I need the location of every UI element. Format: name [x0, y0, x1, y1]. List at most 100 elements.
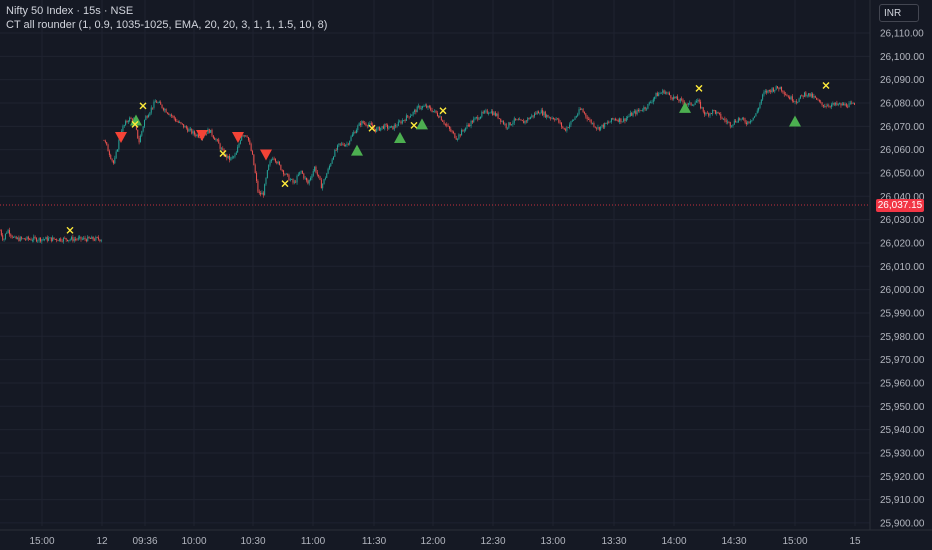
- chart-legend: Nifty 50 Index · 15s · NSE CT all rounde…: [6, 4, 327, 32]
- time-tick-label: 15:00: [29, 536, 54, 547]
- candle-body: [708, 113, 710, 116]
- candle-body: [512, 122, 514, 125]
- candle-body: [704, 111, 706, 115]
- candle-body: [693, 104, 695, 106]
- candle-body: [772, 88, 774, 92]
- candle-body: [440, 116, 442, 121]
- candle-body: [656, 92, 658, 97]
- price-tick-label: 25,940.00: [880, 425, 925, 436]
- candle-body: [628, 115, 630, 117]
- candle-body: [346, 143, 348, 145]
- candle-body: [760, 99, 762, 104]
- candle-body: [463, 130, 465, 132]
- candle-body: [791, 96, 793, 102]
- candle-body: [669, 92, 670, 96]
- candle-body: [829, 106, 831, 108]
- candle-body: [686, 104, 688, 106]
- candle-body: [368, 124, 370, 127]
- candle-body: [199, 137, 201, 139]
- candle-body: [579, 109, 581, 111]
- candle-body: [171, 114, 172, 116]
- candle-body: [740, 118, 742, 120]
- candle-body: [528, 118, 530, 120]
- candle-body: [573, 119, 575, 121]
- candle-body: [339, 143, 341, 145]
- candle-body: [455, 137, 457, 140]
- candle-body: [284, 174, 286, 175]
- candle-body: [318, 174, 320, 177]
- candle-body: [423, 106, 425, 107]
- candle-body: [403, 120, 405, 121]
- candle-body: [848, 103, 850, 108]
- price-tick-label: 25,910.00: [880, 495, 925, 506]
- price-tick-label: 26,100.00: [880, 52, 925, 63]
- candle-body: [593, 122, 595, 127]
- candle-body: [677, 96, 679, 100]
- candle-body: [108, 151, 110, 156]
- candle-body: [724, 118, 726, 121]
- candle-body: [552, 117, 554, 120]
- candle-body: [809, 93, 811, 97]
- candle-body: [311, 175, 313, 179]
- candle-body: [262, 192, 264, 196]
- candle-body: [61, 240, 63, 242]
- candle-body: [616, 119, 618, 121]
- time-axis[interactable]: 15:00 12 09:36 10:00 10:30 11:00 11:30 12:00 12:…: [29, 536, 861, 547]
- candle-body: [635, 111, 637, 115]
- candle-body: [142, 126, 144, 132]
- candle-body: [737, 118, 739, 123]
- candle-body: [801, 95, 803, 97]
- candle-body: [608, 122, 610, 124]
- candle-body: [287, 173, 289, 175]
- candle-body: [666, 92, 668, 94]
- candle-body: [717, 112, 719, 113]
- symbol-title[interactable]: Nifty 50 Index · 15s · NSE: [6, 5, 134, 17]
- candle-body: [22, 238, 24, 240]
- candle-body: [751, 120, 753, 122]
- candle-body: [852, 103, 854, 104]
- candle-body: [377, 126, 379, 129]
- candle-body: [107, 144, 109, 152]
- candle-body: [11, 235, 13, 238]
- candle-body: [835, 102, 837, 105]
- candle-body: [338, 143, 340, 146]
- candle-body: [739, 118, 741, 120]
- candle-body: [663, 90, 665, 94]
- candle-body: [141, 131, 143, 136]
- candle-body: [71, 237, 73, 240]
- candle-body: [706, 112, 708, 114]
- candle-body: [31, 240, 33, 241]
- candle-body: [548, 117, 550, 119]
- candle-body: [112, 160, 114, 164]
- candle-body: [697, 99, 699, 102]
- buy-signal-marker: [351, 144, 363, 156]
- candle-body: [376, 128, 378, 132]
- candle-body: [777, 86, 778, 89]
- candle-body: [502, 121, 504, 125]
- candle-body: [700, 101, 702, 109]
- candle-body: [208, 129, 210, 133]
- candle-body: [822, 104, 824, 107]
- candle-body: [52, 237, 54, 242]
- candle-body: [454, 133, 456, 138]
- candle-body: [76, 239, 78, 241]
- price-axis[interactable]: 26,110.00 26,100.00 26,090.00 26,080.00 26,0…: [880, 29, 925, 530]
- time-tick-label: 11:00: [301, 536, 326, 547]
- candle-body: [485, 110, 487, 112]
- price-tick-label: 26,060.00: [880, 145, 925, 156]
- candle-body: [100, 240, 102, 242]
- candle-body: [416, 106, 418, 113]
- candle-body: [308, 179, 310, 184]
- candle-body: [389, 126, 391, 128]
- indicator-title[interactable]: CT all rounder (1, 0.9, 1035-1025, EMA, …: [6, 19, 328, 31]
- candle-body: [103, 139, 105, 141]
- candle-body: [538, 111, 540, 114]
- candle-body: [654, 96, 656, 100]
- candle-body: [748, 121, 750, 123]
- currency-button[interactable]: INR: [879, 4, 919, 22]
- candle-body: [824, 105, 826, 107]
- candle-body: [435, 110, 437, 113]
- candle-body: [745, 122, 747, 125]
- candle-body: [183, 124, 185, 128]
